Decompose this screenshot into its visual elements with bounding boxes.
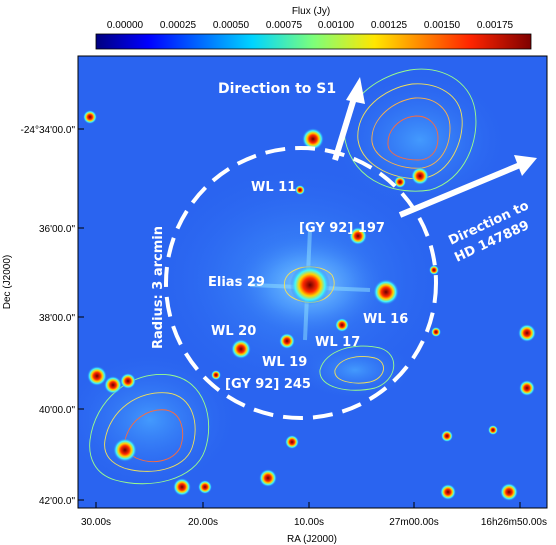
- x-tick-label: 27m00.00s: [389, 517, 438, 528]
- x-tick-label: 30.00s: [81, 517, 111, 528]
- arrow-up-icon: [346, 77, 365, 104]
- flux-map-image: Direction to S1 Direction to HD 147889 R…: [78, 56, 547, 508]
- source-label-wl17: WL 17: [315, 335, 360, 350]
- label-direction-s1: Direction to S1: [218, 81, 336, 97]
- plot-frame: [77, 55, 548, 509]
- y-tick-label: 38'00.0": [39, 313, 75, 324]
- arrow-right-icon: [514, 155, 537, 176]
- colorbar-tick: 0.00100: [318, 20, 355, 31]
- colorbar-tick: 0.00025: [160, 20, 197, 31]
- y-tick-label: -24°34'00.0": [21, 125, 76, 136]
- label-radius: Radius: 3 arcmin: [151, 226, 166, 349]
- x-tick-label: 20.00s: [188, 517, 218, 528]
- y-tick-label: 42'00.0": [39, 496, 75, 507]
- x-tick-marks: [95, 502, 521, 508]
- colorbar-ticks: 0.00000 0.00025 0.00050 0.00075 0.00100 …: [107, 20, 514, 31]
- colorbar-tick: 0.00075: [266, 20, 303, 31]
- y-tick-label: 40'00.0": [39, 405, 75, 416]
- colorbar-tick: 0.00050: [213, 20, 250, 31]
- source-label-wl19: WL 19: [262, 355, 307, 370]
- source-label-elias29: Elias 29: [208, 275, 265, 290]
- colorbar-tick: 0.00175: [477, 20, 514, 31]
- y-tick-label: 36'00.0": [39, 224, 75, 235]
- point-sources: [83, 110, 536, 501]
- x-axis-label: RA (J2000): [287, 534, 337, 545]
- x-tick-label: 10.00s: [294, 517, 324, 528]
- source-label-gy245: [GY 92] 245: [225, 377, 311, 392]
- colorbar-tick: 0.00000: [107, 20, 144, 31]
- source-label-gy197: [GY 92] 197: [299, 221, 385, 236]
- x-tick-label: 16h26m50.00s: [481, 517, 547, 528]
- source-label-wl16: WL 16: [363, 312, 408, 327]
- colorbar: [95, 33, 532, 50]
- direction-arrows: [332, 77, 537, 218]
- colorbar-tick: 0.00125: [371, 20, 408, 31]
- radius-circle: [164, 146, 438, 420]
- source-label-wl20: WL 20: [211, 324, 256, 339]
- y-axis-label: Dec (J2000): [2, 255, 13, 309]
- colorbar-title: Flux (Jy): [292, 6, 330, 17]
- source-label-wl11: WL 11: [251, 180, 296, 195]
- y-tick-marks: [78, 128, 84, 501]
- colorbar-tick: 0.00150: [424, 20, 461, 31]
